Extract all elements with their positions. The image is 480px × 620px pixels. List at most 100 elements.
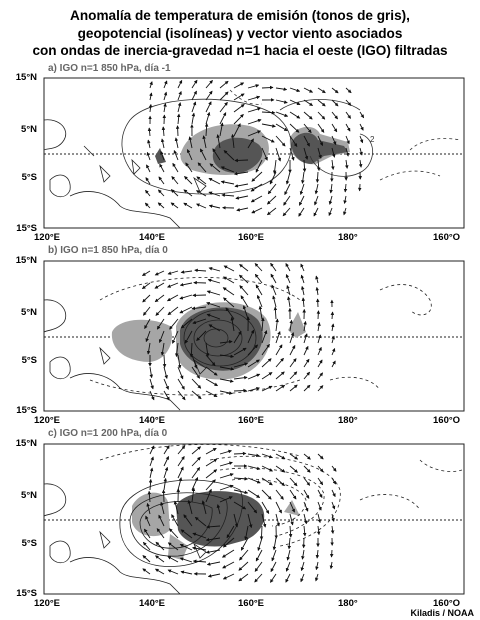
wind-vector <box>157 202 165 209</box>
wind-vector <box>329 561 334 570</box>
wind-vector <box>275 501 282 514</box>
wind-vector <box>289 344 296 356</box>
wind-vector <box>300 285 305 296</box>
wind-vector <box>205 366 218 376</box>
wind-vector <box>177 466 184 479</box>
wind-vector <box>158 176 165 185</box>
wind-vector <box>270 273 277 284</box>
wind-vector <box>149 378 154 390</box>
wind-vector <box>230 133 235 149</box>
wind-vector <box>303 135 310 147</box>
wind-vector <box>141 270 151 276</box>
wind-vector <box>331 123 338 133</box>
panel-b-contours <box>89 277 432 396</box>
wind-vector <box>317 87 326 94</box>
wind-vector <box>275 111 289 117</box>
wind-vector <box>144 528 151 539</box>
wind-vector <box>244 525 249 541</box>
wind-vector <box>272 159 277 175</box>
wind-vector <box>239 285 249 296</box>
wind-vector <box>261 453 273 459</box>
wind-vector <box>271 284 277 296</box>
wind-vector <box>331 465 337 472</box>
wind-vector <box>191 354 198 369</box>
panel-b-vectors <box>141 262 336 401</box>
wind-vector <box>142 294 151 303</box>
wind-vector <box>316 310 321 320</box>
wind-vector <box>180 270 193 274</box>
lat-label-5n: 5°N <box>21 307 37 318</box>
wind-vector <box>287 537 292 550</box>
wind-vector <box>275 477 285 487</box>
wind-vector <box>142 555 151 563</box>
wind-vector <box>177 390 186 401</box>
wind-vector <box>247 501 258 514</box>
wind-vector <box>148 103 153 113</box>
wind-vector <box>315 275 319 284</box>
wind-vector <box>163 445 170 455</box>
wind-vector <box>184 330 193 344</box>
wind-vector <box>207 573 221 578</box>
wind-vector <box>298 207 305 217</box>
wind-vector <box>177 477 183 491</box>
wind-vector <box>303 87 314 93</box>
credit-text: Kiladis / NOAA <box>410 608 474 618</box>
wind-vector <box>275 371 285 380</box>
wind-vector <box>177 102 182 113</box>
wind-vector <box>199 148 207 161</box>
wind-vector <box>261 513 267 528</box>
wind-vector <box>205 537 221 542</box>
wind-vector <box>275 135 286 147</box>
wind-vector <box>166 294 179 302</box>
wind-vector <box>191 446 202 455</box>
wind-vector <box>149 456 154 467</box>
lon-label-160e: 160°E <box>238 232 264 243</box>
wind-vector <box>192 546 207 551</box>
wind-vector <box>261 123 276 128</box>
wind-vector <box>175 125 180 137</box>
wind-vector <box>189 342 194 358</box>
wind-vector <box>313 207 319 217</box>
wind-vector <box>233 388 247 393</box>
panel-b-label: b) IGO n=1 850 hPa, día 0 <box>48 245 168 256</box>
wind-vector <box>256 294 263 308</box>
wind-vector <box>303 345 309 356</box>
wind-vector <box>143 306 151 316</box>
wind-vector <box>179 282 193 287</box>
wind-vector <box>219 80 229 89</box>
wind-vector <box>273 306 278 320</box>
wind-vector <box>261 147 268 161</box>
wind-vector <box>155 555 165 563</box>
wind-vector <box>194 516 207 527</box>
wind-vector <box>301 297 306 308</box>
wind-vector <box>167 569 179 575</box>
wind-vector <box>238 573 249 582</box>
wind-vector <box>261 343 270 356</box>
wind-vector <box>303 333 308 344</box>
figure-title: Anomalía de temperatura de emisión (tono… <box>0 7 480 60</box>
wind-vector <box>269 171 277 185</box>
wind-vector <box>147 490 152 503</box>
wind-vector <box>167 270 179 275</box>
wind-vector <box>331 347 336 356</box>
lat-label-5n: 5°N <box>21 490 37 501</box>
wind-vector <box>314 195 319 206</box>
wind-vector <box>272 295 277 308</box>
wind-vector <box>157 189 165 197</box>
wind-vector <box>187 499 193 515</box>
lat-label-5s: 5°S <box>21 538 37 549</box>
wind-vector <box>303 147 309 160</box>
wind-vector <box>219 101 228 113</box>
wind-vector <box>208 191 221 197</box>
wind-vector <box>205 79 213 89</box>
wind-vector <box>317 334 322 344</box>
wind-vector <box>223 297 235 308</box>
wind-vector <box>317 489 323 499</box>
wind-vector <box>284 183 291 196</box>
wind-vector <box>275 453 286 460</box>
wind-vector <box>233 123 241 137</box>
panel-a-frame <box>43 77 465 229</box>
wind-vector <box>275 357 284 368</box>
wind-vector <box>173 500 179 515</box>
